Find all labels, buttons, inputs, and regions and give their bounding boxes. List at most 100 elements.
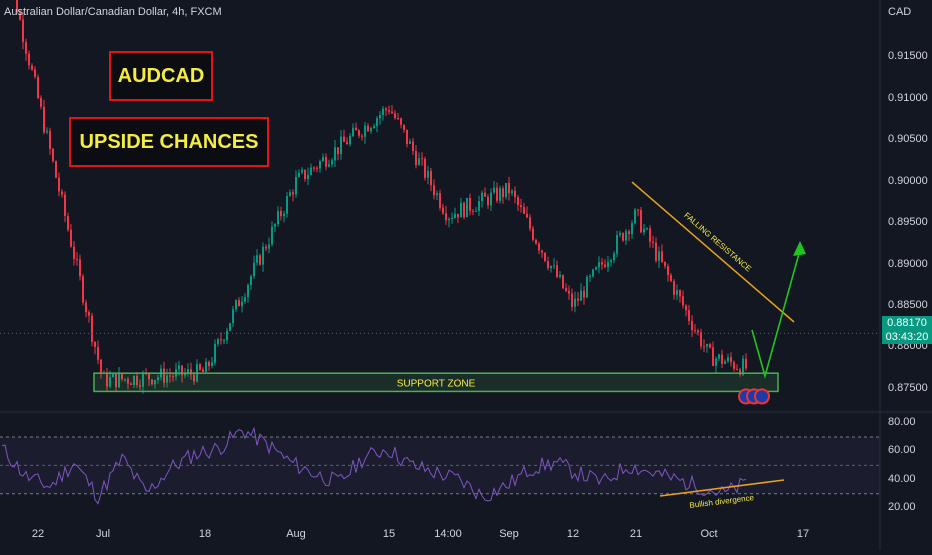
- candle-body: [118, 373, 120, 388]
- candle-body: [592, 269, 594, 277]
- candle-body: [382, 108, 384, 116]
- candle-body: [253, 262, 255, 277]
- candle-body: [22, 19, 24, 42]
- candle-body: [667, 266, 669, 276]
- candle-body: [652, 241, 654, 243]
- bar-countdown: 03:43:20: [882, 330, 932, 344]
- candle-body: [637, 209, 639, 211]
- candle-body: [205, 361, 207, 373]
- candle-body: [502, 188, 504, 197]
- candle-body: [670, 275, 672, 282]
- time-tick-label: 14:00: [434, 528, 462, 540]
- candle-body: [25, 41, 27, 54]
- candle-body: [631, 223, 633, 235]
- candle-body: [346, 141, 348, 145]
- candle-body: [619, 233, 621, 236]
- candle-body: [436, 193, 438, 196]
- candle-body: [511, 190, 513, 194]
- candles: [16, 0, 747, 394]
- candle-body: [316, 167, 318, 169]
- candle-body: [250, 276, 252, 286]
- candle-body: [586, 276, 588, 298]
- candle-body: [202, 369, 204, 373]
- candle-body: [448, 219, 450, 221]
- candle-body: [193, 374, 195, 382]
- candle-body: [334, 147, 336, 161]
- candle-body: [106, 373, 108, 387]
- candle-body: [424, 158, 426, 178]
- falling-resistance-label: FALLING RESISTANCE: [682, 211, 753, 274]
- candle-body: [163, 368, 165, 383]
- candle-body: [127, 379, 129, 384]
- candle-body: [157, 377, 159, 380]
- candle-body: [136, 375, 138, 386]
- time-tick-label: 17: [796, 528, 810, 540]
- candle-body: [745, 358, 747, 369]
- candle-body: [529, 217, 531, 229]
- candle-body: [148, 373, 150, 380]
- candle-body: [124, 379, 126, 381]
- candle-body: [742, 358, 744, 375]
- time-tick-label: 18: [198, 528, 212, 540]
- candle-body: [364, 125, 366, 137]
- divergence-line: [659, 479, 785, 497]
- candle-body: [538, 243, 540, 251]
- candle-body: [259, 255, 261, 265]
- candle-body: [430, 170, 432, 186]
- candle-body: [370, 127, 372, 132]
- candle-body: [607, 262, 609, 268]
- candle-body: [613, 253, 615, 261]
- candle-body: [643, 228, 645, 233]
- candle-body: [556, 265, 558, 277]
- upside-annotation: UPSIDE CHANCES: [69, 117, 269, 167]
- candle-body: [697, 330, 699, 333]
- candle-body: [397, 118, 399, 120]
- candle-body: [664, 261, 666, 267]
- candle-body: [211, 362, 213, 366]
- candle-body: [64, 194, 66, 216]
- candle-body: [595, 267, 597, 270]
- candle-body: [52, 148, 54, 162]
- rsi-line: [1, 426, 747, 505]
- candle-body: [520, 205, 522, 208]
- candle-body: [535, 239, 537, 244]
- candle-body: [187, 369, 189, 373]
- candle-body: [688, 310, 690, 321]
- candle-body: [565, 288, 567, 291]
- candle-body: [730, 357, 732, 363]
- candle-body: [34, 69, 36, 77]
- candle-body: [214, 343, 216, 363]
- rsi-tick-label: 40.00: [888, 472, 916, 485]
- candle-body: [223, 340, 225, 342]
- candle-body: [499, 188, 501, 201]
- candle-body: [451, 217, 453, 220]
- rsi-tick-label: 20.00: [888, 500, 916, 513]
- candle-body: [169, 375, 171, 377]
- candle-body: [526, 213, 528, 218]
- candle-body: [238, 300, 240, 307]
- candle-body: [121, 373, 123, 380]
- candle-body: [376, 118, 378, 127]
- candle-body: [685, 305, 687, 311]
- candle-body: [379, 115, 381, 119]
- candle-body: [298, 172, 300, 178]
- candle-body: [61, 191, 63, 195]
- candle-body: [721, 354, 723, 364]
- candle-body: [427, 170, 429, 178]
- candle-body: [442, 207, 444, 214]
- price-tick-label: 0.91500: [888, 50, 928, 63]
- candle-body: [598, 262, 600, 268]
- candle-body: [373, 126, 375, 128]
- candle-body: [604, 264, 606, 268]
- candle-body: [496, 187, 498, 201]
- candle-body: [634, 209, 636, 224]
- candle-body: [265, 246, 267, 249]
- candle-body: [343, 136, 345, 142]
- candle-body: [268, 244, 270, 249]
- candle-body: [112, 373, 114, 378]
- candle-body: [493, 187, 495, 193]
- candle-body: [571, 293, 573, 307]
- candle-body: [355, 127, 357, 131]
